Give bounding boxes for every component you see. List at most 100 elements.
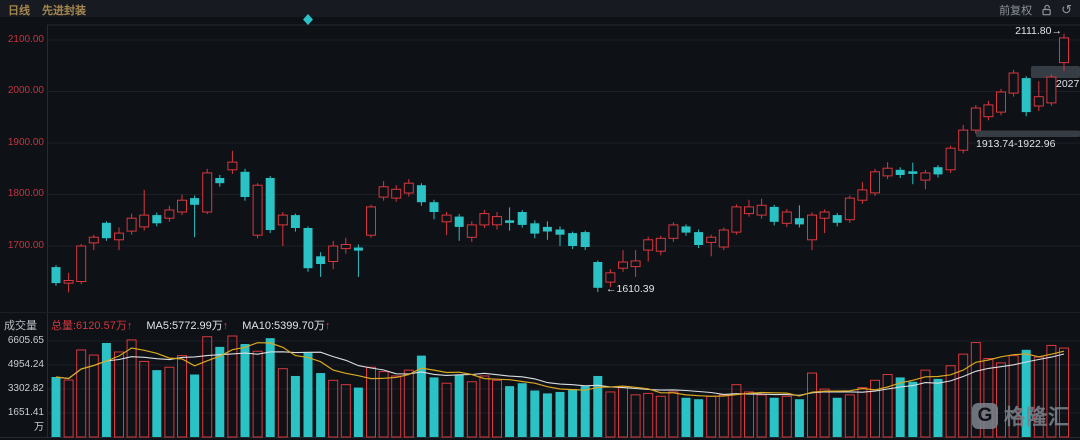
candle-body [177, 199, 187, 213]
candle-body [378, 186, 389, 198]
volume-bar [215, 346, 225, 437]
candle-body [63, 280, 74, 284]
price-axis-label: 1700.00 [7, 240, 44, 251]
gelonghui-logo-icon: G [972, 403, 998, 429]
volume-bar [429, 377, 439, 437]
volume-bar [655, 395, 666, 438]
adjust-mode-button[interactable]: 前复权 [999, 5, 1033, 17]
candle-body [51, 267, 61, 284]
candle-body [126, 217, 137, 232]
volume-bar [781, 395, 792, 438]
candle-body [1046, 76, 1057, 104]
candle-body [542, 226, 552, 232]
candle-body [290, 215, 300, 228]
volume-bar [593, 375, 603, 437]
volume-bar [252, 350, 263, 438]
candle-body [668, 224, 679, 239]
candle-body [1033, 96, 1044, 107]
candle-body [114, 232, 124, 241]
candle-body [1059, 37, 1069, 64]
candle-body [694, 232, 704, 245]
volume-bar [870, 379, 880, 438]
volume-bar [555, 391, 565, 437]
price-axis-label: 1900.00 [7, 137, 44, 148]
volume-bar [769, 397, 779, 437]
volume-bar [643, 392, 654, 438]
volume-bar [190, 374, 200, 437]
candle-body [441, 214, 452, 223]
volume-bar [51, 376, 61, 437]
candle-body [807, 214, 817, 241]
volume-bar [920, 369, 931, 438]
volume-bar [303, 352, 313, 437]
candle-body [505, 220, 515, 223]
volume-bar [568, 389, 578, 437]
volume-bar [340, 384, 351, 438]
volume-bar [492, 379, 502, 438]
volume-bar [744, 391, 754, 438]
volume-bar [681, 397, 691, 437]
candle-body [681, 226, 691, 233]
candle-body [403, 182, 414, 194]
last-price-tag [1031, 66, 1080, 78]
candle-body [303, 228, 313, 269]
candle-body [391, 188, 402, 199]
volume-bar [580, 386, 590, 437]
candle-body [227, 161, 238, 171]
candle-body [744, 206, 754, 215]
event-diamond-marker [303, 14, 313, 25]
candle-body [215, 178, 225, 184]
candle-body [202, 172, 213, 213]
candle-body [1008, 72, 1019, 94]
volume-bar [139, 360, 150, 438]
volume-bar [328, 379, 339, 438]
candle-body [517, 212, 527, 225]
volume-bar [202, 336, 213, 438]
candle-body [76, 245, 87, 282]
volume-bar [983, 358, 994, 438]
volume-bar [794, 399, 804, 437]
candle-body [164, 209, 175, 219]
volume-bar [126, 339, 137, 438]
unlock-icon[interactable] [1041, 4, 1052, 17]
volume-bar [857, 387, 868, 438]
candle-body [643, 239, 654, 251]
low-price-annotation: ←1610.39 [606, 283, 655, 295]
volume-bar [114, 351, 124, 438]
candle-body [454, 216, 464, 227]
gap-range-annotation: 1913.74-1922.96 [976, 138, 1056, 150]
up-arrow-icon: ↑ [324, 320, 331, 332]
volume-bar [819, 388, 830, 438]
period-selector[interactable]: 日线 [8, 5, 30, 17]
price-axis-label: 1800.00 [7, 188, 44, 199]
candle-body [857, 189, 868, 201]
candle-body [908, 171, 918, 174]
volume-bar [618, 387, 628, 438]
chart-header-bar: 日线 先进封装 前复权 ↺ [0, 0, 1080, 17]
candle-body [101, 222, 111, 239]
candle-body [139, 214, 150, 228]
candle-body [190, 198, 200, 205]
volume-bar [970, 342, 981, 438]
volume-bar [933, 378, 943, 437]
candle-body [794, 218, 804, 225]
volume-bar [530, 390, 540, 437]
candle-body [870, 171, 880, 194]
volume-bar [1046, 344, 1057, 438]
undo-icon[interactable]: ↺ [1061, 2, 1072, 18]
volume-bar [101, 342, 111, 437]
candle-body [769, 206, 779, 222]
volume-total-readout: 总量:6120.57万↑ [51, 320, 133, 332]
candle-body [920, 172, 931, 181]
candle-body [958, 129, 969, 151]
volume-bar [378, 371, 389, 438]
volume-bar [164, 366, 175, 438]
candle-body [996, 91, 1006, 113]
watermark-text: 格隆汇 [1004, 406, 1070, 429]
volume-bar [366, 366, 376, 438]
candle-body [945, 147, 956, 171]
volume-bar [177, 355, 187, 438]
volume-axis-label: 6605.65 [7, 335, 44, 346]
volume-bar [466, 381, 477, 438]
